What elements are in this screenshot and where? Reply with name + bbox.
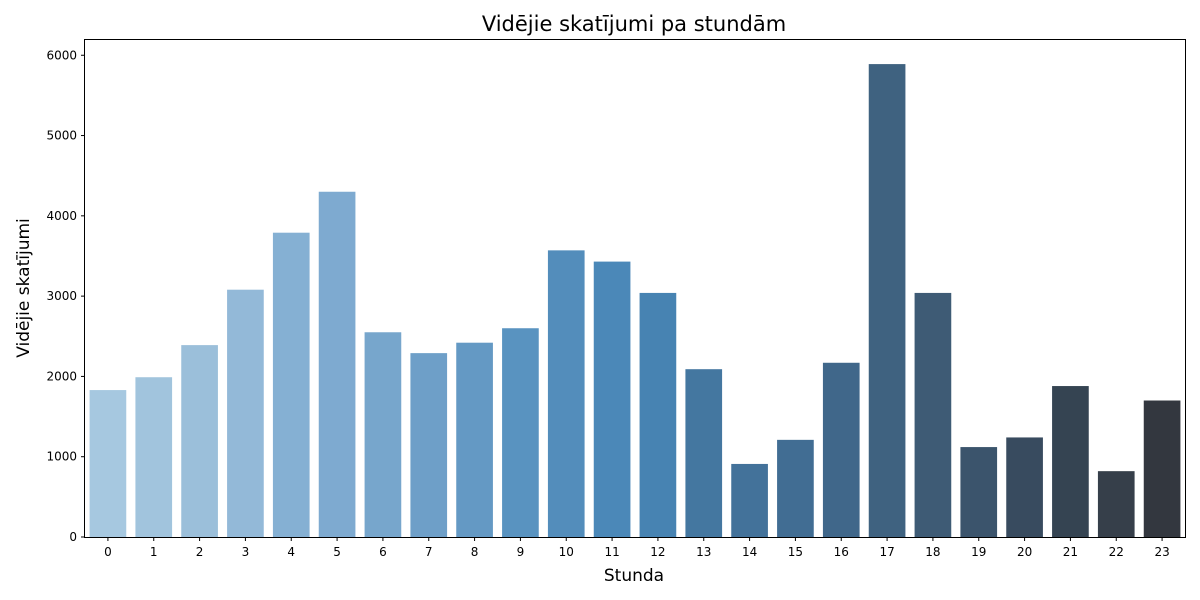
x-axis-label: Stunda — [604, 566, 664, 586]
bar-15 — [777, 439, 814, 537]
x-tick-label-6: 6 — [379, 545, 387, 559]
bar-1 — [135, 377, 173, 537]
x-tick-label-18: 18 — [925, 545, 940, 559]
x-tick-label-14: 14 — [742, 545, 757, 559]
x-tick-label-20: 20 — [1017, 545, 1032, 559]
y-tick-label-4000: 4000 — [46, 209, 77, 223]
bar-14 — [731, 463, 768, 537]
bar-16 — [822, 362, 860, 537]
bar-3 — [227, 289, 264, 537]
bar-11 — [593, 261, 631, 537]
y-tick-label-0: 0 — [69, 530, 77, 544]
bar-9 — [502, 328, 539, 537]
y-tick-label-2000: 2000 — [46, 369, 77, 383]
bar-20 — [1006, 437, 1043, 537]
bars-group — [89, 64, 1181, 538]
bar-10 — [547, 250, 585, 538]
x-tick-label-7: 7 — [425, 545, 433, 559]
bar-4 — [272, 232, 310, 537]
bar-17 — [868, 64, 906, 537]
bar-19 — [960, 447, 998, 537]
bar-0 — [89, 390, 127, 537]
y-tick-label-6000: 6000 — [46, 48, 77, 62]
y-tick-label-5000: 5000 — [46, 129, 77, 143]
bar-12 — [639, 292, 677, 537]
bar-7 — [410, 353, 448, 537]
x-tick-label-4: 4 — [287, 545, 295, 559]
bar-5 — [318, 191, 356, 537]
x-tick-label-5: 5 — [333, 545, 341, 559]
x-tick-label-0: 0 — [104, 545, 112, 559]
y-axis: 0 1000 2000 3000 4000 5000 6000 — [46, 48, 85, 544]
x-tick-label-19: 19 — [971, 545, 986, 559]
x-tick-label-15: 15 — [788, 545, 803, 559]
x-tick-label-1: 1 — [150, 545, 158, 559]
bar-22 — [1097, 471, 1135, 537]
x-tick-label-16: 16 — [834, 545, 849, 559]
bar-13 — [685, 369, 723, 537]
x-tick-label-3: 3 — [242, 545, 250, 559]
y-tick-label-1000: 1000 — [46, 450, 77, 464]
x-tick-label-12: 12 — [650, 545, 665, 559]
bar-6 — [364, 332, 402, 537]
x-tick-label-2: 2 — [196, 545, 204, 559]
bar-23 — [1143, 400, 1181, 537]
x-tick-label-22: 22 — [1109, 545, 1124, 559]
chart-title: Vidējie skatījumi pa stundām — [482, 12, 786, 36]
bar-2 — [181, 345, 218, 537]
plot-frame — [84, 39, 1186, 538]
x-axis: 0 1 2 3 4 5 6 7 8 9 10 11 12 13 14 15 16 17 18 19 20 21 22 23 — [104, 537, 1170, 559]
x-tick-label-13: 13 — [696, 545, 711, 559]
y-tick-label-3000: 3000 — [46, 289, 77, 303]
x-tick-label-17: 17 — [879, 545, 894, 559]
bar-21 — [1052, 386, 1089, 537]
x-tick-label-9: 9 — [517, 545, 525, 559]
x-tick-label-10: 10 — [559, 545, 574, 559]
y-axis-label: Vidējie skatījumi — [14, 218, 34, 358]
x-tick-label-21: 21 — [1063, 545, 1078, 559]
bar-18 — [914, 292, 952, 537]
x-tick-label-8: 8 — [471, 545, 479, 559]
x-tick-label-11: 11 — [604, 545, 619, 559]
bar-8 — [456, 342, 493, 537]
x-tick-label-23: 23 — [1154, 545, 1169, 559]
